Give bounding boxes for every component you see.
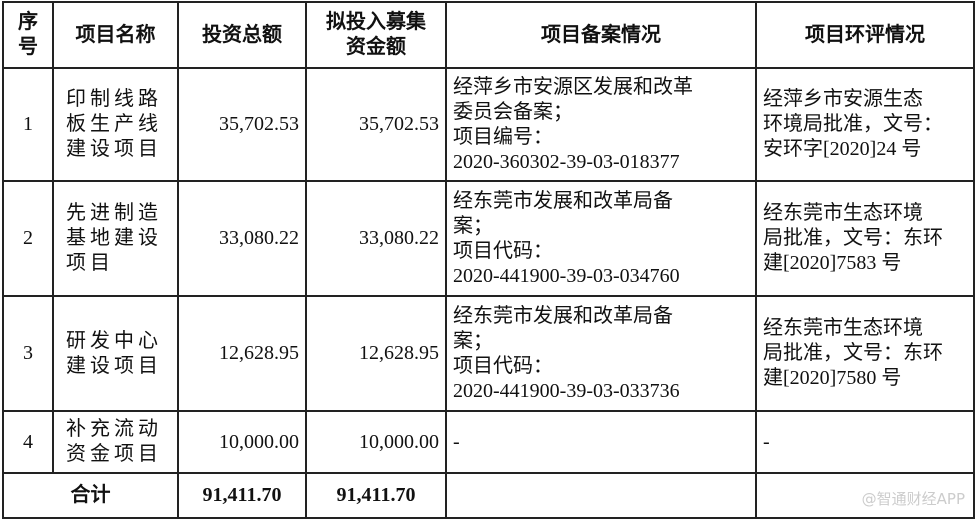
- investment-total: 33,080.22: [177, 180, 307, 297]
- eia-info-line: 经萍乡市安源生态: [763, 88, 923, 110]
- eia-info-line: 局批准，文号：东环: [763, 342, 943, 364]
- total-filing-empty: [445, 472, 757, 519]
- filing-info-line: 2020-360302-39-03-018377: [453, 150, 680, 173]
- project-name-line: 基地建设: [66, 227, 162, 249]
- table-row: 2 先进制造 基地建设 项目 33,080.22 33,080.22 经东莞市发展和改革局备…: [2, 180, 975, 297]
- eia-info: 经萍乡市安源生态 环境局批准，文号： 安环字[2020]24 号: [755, 67, 975, 182]
- project-name-line: 建设项目: [66, 354, 162, 377]
- eia-info: 经东莞市生态环境 局批准，文号：东环 建[2020]7580 号: [755, 295, 975, 412]
- project-name-line: 印制线路: [66, 88, 162, 110]
- raise-amount: 33,080.22: [305, 180, 447, 297]
- project-name-line: 研发中心: [66, 329, 162, 352]
- header-total: 投资总额: [177, 1, 307, 69]
- filing-info-line: 经东莞市发展和改革局备: [453, 189, 673, 212]
- investment-total: 35,702.53: [177, 67, 307, 182]
- project-name-line: 补充流动: [66, 418, 162, 440]
- total-raise: 91,411.70: [305, 472, 447, 519]
- row-seq: 4: [2, 410, 54, 474]
- eia-info-line: 建[2020]7580 号: [763, 367, 902, 389]
- filing-info-line: 项目代码：: [453, 354, 553, 377]
- eia-info-line: 建[2020]7583 号: [763, 252, 902, 274]
- eia-info-line: 经东莞市生态环境: [763, 202, 923, 224]
- filing-info-line: 案；: [453, 214, 493, 237]
- raise-amount: 10,000.00: [305, 410, 447, 474]
- header-filing: 项目备案情况: [445, 1, 757, 69]
- eia-info: 经东莞市生态环境 局批准，文号：东环 建[2020]7583 号: [755, 180, 975, 297]
- filing-info: 经萍乡市安源区发展和改革 委员会备案； 项目编号： 2020-360302-39-03…: [445, 67, 757, 182]
- header-raise: 拟投入募集 资金额: [305, 1, 447, 69]
- project-name-line: 资金项目: [66, 443, 162, 465]
- project-name: 研发中心 建设项目: [52, 295, 179, 412]
- row-seq: 1: [2, 67, 54, 182]
- project-name: 先进制造基地建设项目: [52, 180, 179, 297]
- filing-info-line: -: [453, 430, 460, 453]
- filing-info: 经东莞市发展和改革局备 案； 项目代码： 2020-441900-39-03-0347…: [445, 180, 757, 297]
- total-row: 合计 91,411.70 91,411.70: [2, 472, 975, 519]
- eia-info-line: 经东莞市生态环境: [763, 317, 923, 339]
- total-eia-empty: [755, 472, 975, 519]
- total-label: 合计: [2, 472, 179, 519]
- investment-total: 10,000.00: [177, 410, 307, 474]
- filing-info-line: 经东莞市发展和改革局备: [453, 304, 673, 327]
- filing-info-line: 项目代码：: [453, 239, 553, 262]
- project-name-line: 板生产线: [66, 113, 162, 135]
- filing-info: 经东莞市发展和改革局备 案； 项目代码： 2020-441900-39-03-0337…: [445, 295, 757, 412]
- row-seq: 2: [2, 180, 54, 297]
- total-investment: 91,411.70: [177, 472, 307, 519]
- raise-amount: 35,702.53: [305, 67, 447, 182]
- project-name: 印制线路板生产线建设项目: [52, 67, 179, 182]
- eia-info-line: 局批准，文号：东环: [763, 227, 943, 249]
- table-row: 3 研发中心 建设项目 12,628.95 12,628.95 经东莞市发展和改革局备 案；…: [2, 295, 975, 412]
- table-row: 1 印制线路 板生产线 建设项目 35,702.53 35,702.53 经萍乡市安源区发展…: [2, 67, 975, 182]
- eia-info-line: 安环字[2020]24 号: [763, 138, 922, 160]
- header-eia: 项目环评情况: [755, 1, 975, 69]
- filing-info-line: 2020-441900-39-03-034760: [453, 264, 680, 287]
- filing-info: -: [445, 410, 757, 474]
- watermark: @智通财经APP: [861, 490, 965, 508]
- filing-info-line: 案；: [453, 329, 493, 352]
- project-name-line: 先进制造: [66, 202, 162, 224]
- project-name-line: 项目: [66, 252, 114, 274]
- filing-info-line: 2020-441900-39-03-033736: [453, 379, 680, 402]
- investment-total: 12,628.95: [177, 295, 307, 412]
- raise-amount: 12,628.95: [305, 295, 447, 412]
- project-name-line: 建设项目: [66, 138, 162, 160]
- header-name: 项目名称: [52, 1, 179, 69]
- table-row: 4 补充流动 资金项目 10,000.00 10,000.00- -: [2, 410, 975, 474]
- row-seq: 3: [2, 295, 54, 412]
- header-seq: 序号: [2, 1, 54, 69]
- eia-info-line: -: [763, 430, 770, 453]
- header-row: 序号 项目名称 投资总额 拟投入募集 资金额 项目备案情况 项目环评情况: [2, 1, 975, 69]
- filing-info-line: 项目编号：: [453, 125, 553, 148]
- project-name: 补充流动 资金项目: [52, 410, 179, 474]
- eia-info: -: [755, 410, 975, 474]
- eia-info-line: 环境局批准，文号：: [763, 113, 943, 135]
- filing-info-line: 委员会备案；: [453, 100, 573, 123]
- filing-info-line: 经萍乡市安源区发展和改革: [453, 75, 693, 98]
